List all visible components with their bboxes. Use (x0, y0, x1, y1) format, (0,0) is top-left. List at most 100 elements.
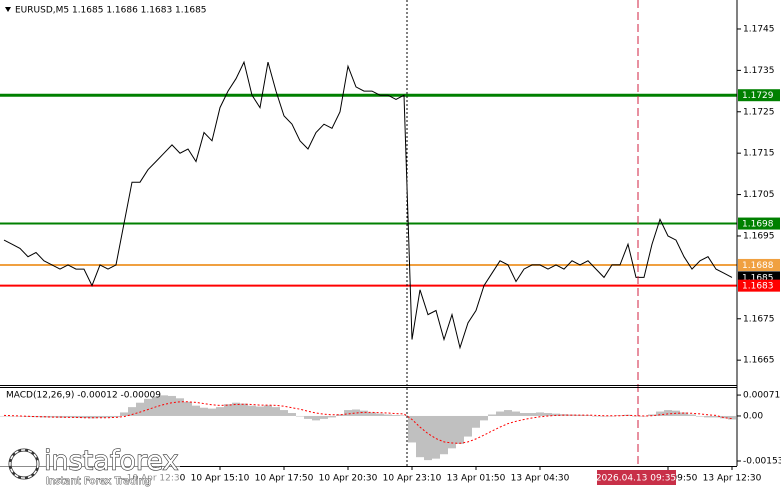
macd-bar (240, 403, 248, 416)
macd-bar (464, 415, 472, 437)
macd-bar (528, 413, 536, 416)
macd-bar (304, 415, 312, 419)
macd-bar (288, 413, 296, 416)
macd-bar (720, 415, 728, 419)
macd-bar (384, 414, 392, 416)
price-label: 1.1729 (742, 91, 774, 101)
price-label-box (738, 279, 780, 292)
y-tick-label: 1.1725 (743, 107, 775, 117)
crosshair-label: 2026.04.13 09:35 (596, 474, 676, 484)
x-tick-label: 13 Apr 01:50 (447, 474, 506, 484)
macd-bar (200, 407, 208, 416)
macd-bar (336, 414, 344, 416)
price-label: 1.1688 (742, 261, 774, 271)
macd-bar (216, 407, 224, 416)
macd-bar (704, 415, 712, 418)
macd-bar (656, 411, 664, 416)
macd-bar (0, 415, 8, 417)
macd-bar (408, 415, 416, 443)
y-tick-label: -0.00153 (743, 456, 781, 466)
macd-bar (504, 410, 512, 416)
macd-bar (176, 398, 184, 416)
signal-line (3, 401, 733, 444)
macd-bar (368, 412, 376, 416)
macd-bar (592, 415, 600, 417)
price-label-box (738, 258, 780, 271)
macd-bar (272, 407, 280, 416)
chart-title: EURUSD,M5 1.1685 1.1686 1.1683 1.1685 (15, 6, 207, 16)
macd-bar (312, 415, 320, 421)
macd-bar (632, 415, 640, 417)
layer: 1.17451.17351.17251.17151.17051.16951.16… (127, 24, 781, 483)
macd-bar (448, 415, 456, 449)
y-tick-label: 1.1695 (743, 231, 775, 241)
macd-bar (104, 415, 112, 418)
macd-bar (112, 415, 120, 418)
macd-bar (696, 415, 704, 417)
macd-bar (552, 413, 560, 416)
layer (0, 93, 737, 461)
y-tick-label: 1.1715 (743, 149, 775, 159)
y-tick-label: 1.1735 (743, 66, 775, 76)
macd-bar (680, 412, 688, 416)
macd-bar (232, 402, 240, 416)
x-tick-label: 10 Apr 20:30 (319, 474, 378, 484)
macd-bar (536, 412, 544, 416)
macd-bar (128, 407, 136, 416)
macd-bar (664, 410, 672, 416)
macd-bar (352, 409, 360, 416)
macd-bar (248, 405, 256, 416)
y-tick-label: 0.00 (743, 411, 763, 421)
macd-bar (432, 415, 440, 459)
macd-bar (712, 415, 720, 418)
macd-bar (72, 415, 80, 418)
macd-bar (376, 413, 384, 416)
macd-bar (496, 411, 504, 416)
macd-bar (608, 415, 616, 417)
macd-bar (296, 415, 304, 417)
watermark-brand: instaforex (44, 446, 178, 477)
macd-bar (256, 406, 264, 416)
y-tick-label: 0.00071 (743, 391, 780, 401)
macd-bar (120, 412, 128, 416)
macd-bar (64, 415, 72, 418)
macd-bar (152, 396, 160, 416)
macd-bar (80, 415, 88, 419)
macd-bar (344, 410, 352, 416)
macd-bar (160, 395, 168, 416)
macd-bar (360, 410, 368, 416)
macd-bar (600, 415, 608, 417)
macd-bar (688, 414, 696, 416)
macd-bar (416, 415, 424, 458)
macd-title: MACD(12,26,9) -0.00012 -0.00009 (6, 391, 161, 401)
watermark-tagline: Instant Forex Trading (46, 476, 151, 487)
macd-bar (144, 398, 152, 416)
x-tick-label: 13 Apr 04:30 (511, 474, 570, 484)
macd-bar (400, 415, 408, 416)
y-tick-label: 1.1745 (743, 24, 775, 34)
macd-bar (424, 415, 432, 461)
y-tick-label: 1.1675 (743, 314, 775, 324)
macd-bar (440, 415, 448, 455)
price-label: 1.1685 (742, 273, 774, 283)
macd-bar (472, 415, 480, 428)
layer (3, 60, 733, 444)
macd-bar (8, 415, 16, 417)
x-tick-label: 10 Apr 17:50 (255, 474, 314, 484)
macd-bar (88, 415, 96, 419)
macd-bar (280, 410, 288, 416)
macd-bar (520, 413, 528, 416)
macd-bar (136, 402, 144, 416)
price-label-box (738, 89, 780, 102)
price-line (3, 60, 733, 350)
macd-bar (192, 405, 200, 416)
price-label: 1.1683 (742, 282, 774, 292)
watermark: instaforex Instant Forex Trading (0, 444, 180, 489)
macd-bar (544, 413, 552, 416)
price-label: 1.1698 (742, 220, 774, 230)
macd-bar (392, 415, 400, 416)
macd-bar (208, 408, 216, 416)
macd-bar (184, 401, 192, 416)
